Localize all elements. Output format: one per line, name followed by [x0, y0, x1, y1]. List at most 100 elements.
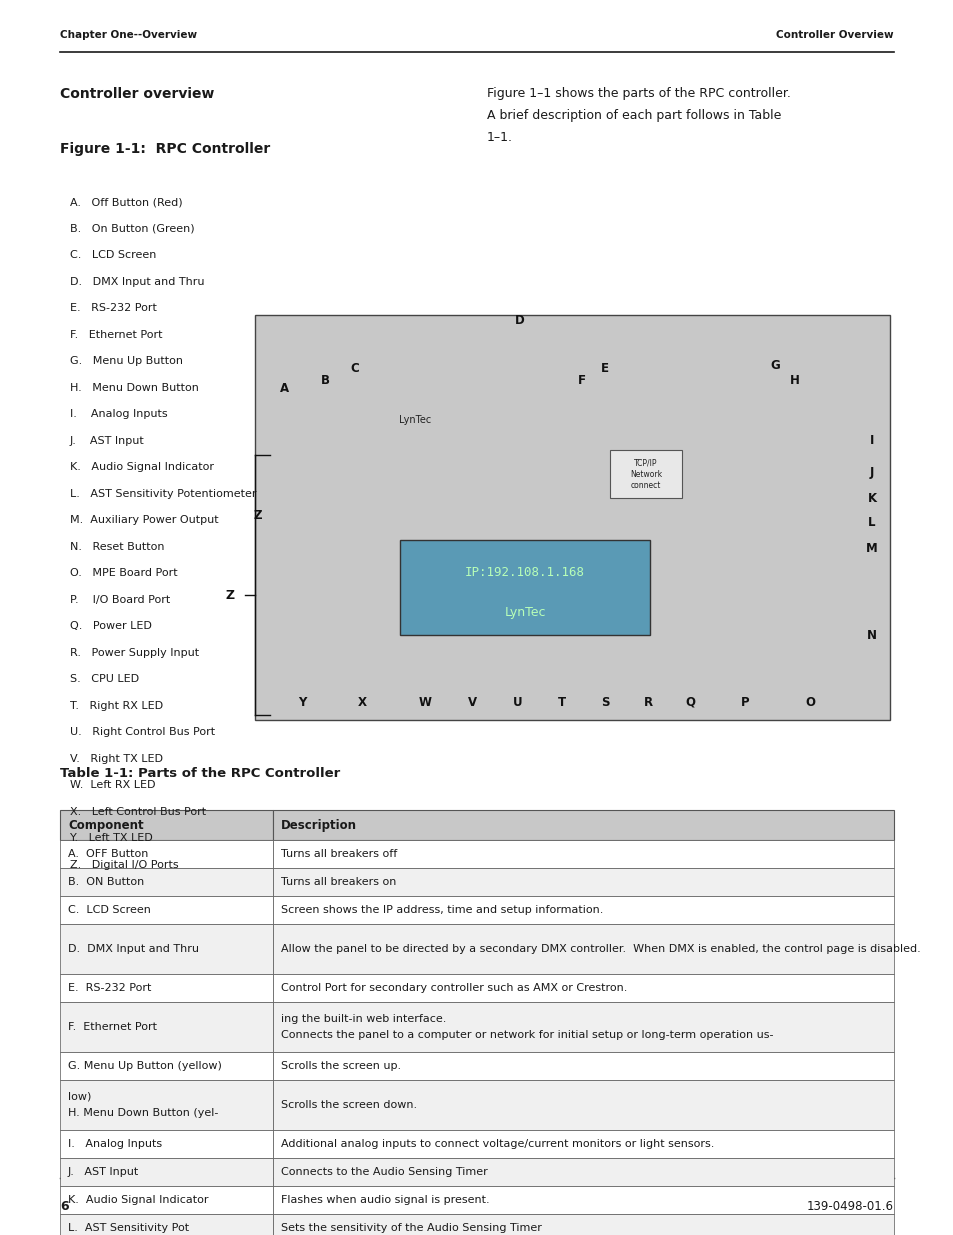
Bar — [273, 1186, 893, 1214]
Text: TCP/IP
Network
connect: TCP/IP Network connect — [629, 458, 661, 489]
Bar — [273, 1079, 893, 1130]
Bar — [60, 1158, 273, 1186]
Text: Sets the sensitivity of the Audio Sensing Timer: Sets the sensitivity of the Audio Sensin… — [280, 1223, 541, 1233]
Text: M.  Auxiliary Power Output: M. Auxiliary Power Output — [70, 515, 218, 525]
Text: W: W — [418, 695, 431, 709]
Text: Z: Z — [225, 589, 234, 601]
Bar — [60, 1052, 273, 1079]
Text: I.   Analog Inputs: I. Analog Inputs — [68, 1139, 162, 1149]
Bar — [60, 1186, 273, 1214]
Bar — [273, 840, 893, 868]
Text: 6: 6 — [60, 1200, 69, 1213]
Bar — [273, 1214, 893, 1235]
Bar — [60, 1002, 273, 1052]
Text: I.    Analog Inputs: I. Analog Inputs — [70, 409, 168, 419]
Text: V.   Right TX LED: V. Right TX LED — [70, 753, 163, 763]
Text: Scrolls the screen down.: Scrolls the screen down. — [280, 1100, 416, 1110]
Text: J.   AST Input: J. AST Input — [68, 1167, 139, 1177]
Text: Figure 1–1 shows the parts of the RPC controller.: Figure 1–1 shows the parts of the RPC co… — [486, 86, 790, 100]
Text: Controller Overview: Controller Overview — [776, 30, 893, 40]
Text: F.  Ethernet Port: F. Ethernet Port — [68, 1023, 157, 1032]
Text: T: T — [558, 695, 565, 709]
Bar — [60, 1130, 273, 1158]
Bar — [609, 450, 681, 498]
Text: Figure 1-1:  RPC Controller: Figure 1-1: RPC Controller — [60, 142, 270, 156]
Text: D.  DMX Input and Thru: D. DMX Input and Thru — [68, 944, 199, 953]
Bar — [273, 1052, 893, 1079]
Text: X.   Left Control Bus Port: X. Left Control Bus Port — [70, 806, 206, 816]
Text: D: D — [515, 314, 524, 326]
Text: Y.   Left TX LED: Y. Left TX LED — [70, 832, 152, 844]
Text: F: F — [578, 373, 585, 387]
Text: E.   RS-232 Port: E. RS-232 Port — [70, 303, 156, 312]
Bar — [273, 1002, 893, 1052]
Text: Screen shows the IP address, time and setup information.: Screen shows the IP address, time and se… — [280, 905, 602, 915]
Text: Z: Z — [253, 509, 262, 521]
Bar — [273, 974, 893, 1002]
Text: B.   On Button (Green): B. On Button (Green) — [70, 224, 194, 233]
Text: Additional analog inputs to connect voltage/current monitors or light sensors.: Additional analog inputs to connect volt… — [280, 1139, 713, 1149]
Text: G. Menu Up Button (yellow): G. Menu Up Button (yellow) — [68, 1061, 222, 1071]
Text: X: X — [357, 695, 366, 709]
Text: Connects the panel to a computer or network for initial setup or long-term opera: Connects the panel to a computer or netw… — [280, 1030, 772, 1040]
Text: G: G — [769, 358, 779, 372]
Bar — [254, 315, 889, 720]
Text: J.    AST Input: J. AST Input — [70, 436, 145, 446]
Text: R: R — [642, 695, 652, 709]
Text: B.  ON Button: B. ON Button — [68, 877, 144, 887]
Text: Turns all breakers off: Turns all breakers off — [280, 848, 396, 860]
Text: A.  OFF Button: A. OFF Button — [68, 848, 149, 860]
Text: V: V — [467, 695, 476, 709]
Text: P.    I/O Board Port: P. I/O Board Port — [70, 594, 170, 604]
Text: low): low) — [68, 1092, 91, 1102]
Text: R.   Power Supply Input: R. Power Supply Input — [70, 647, 199, 657]
Text: L.   AST Sensitivity Potentiometer: L. AST Sensitivity Potentiometer — [70, 489, 256, 499]
Text: C: C — [351, 362, 359, 374]
Text: J: J — [869, 466, 873, 478]
Text: D.   DMX Input and Thru: D. DMX Input and Thru — [70, 277, 204, 287]
Bar — [399, 540, 649, 635]
Text: H. Menu Down Button (yel-: H. Menu Down Button (yel- — [68, 1108, 218, 1118]
Text: LynTec: LynTec — [398, 415, 431, 425]
Bar — [60, 974, 273, 1002]
Bar — [273, 868, 893, 897]
Text: Connects to the Audio Sensing Timer: Connects to the Audio Sensing Timer — [280, 1167, 487, 1177]
Bar — [60, 897, 273, 924]
Text: S.   CPU LED: S. CPU LED — [70, 674, 139, 684]
Text: Table 1-1: Parts of the RPC Controller: Table 1-1: Parts of the RPC Controller — [60, 767, 340, 781]
Text: Flashes when audio signal is present.: Flashes when audio signal is present. — [280, 1195, 489, 1205]
Bar — [273, 924, 893, 974]
Text: Chapter One--Overview: Chapter One--Overview — [60, 30, 197, 40]
Text: Q: Q — [684, 695, 695, 709]
Text: A brief description of each part follows in Table: A brief description of each part follows… — [486, 109, 781, 122]
Text: K.  Audio Signal Indicator: K. Audio Signal Indicator — [68, 1195, 209, 1205]
Text: K: K — [866, 492, 876, 505]
Text: Q.   Power LED: Q. Power LED — [70, 621, 152, 631]
Bar — [60, 924, 273, 974]
Text: LynTec: LynTec — [504, 605, 545, 619]
Text: U: U — [513, 695, 522, 709]
Bar — [273, 1130, 893, 1158]
Text: C.  LCD Screen: C. LCD Screen — [68, 905, 151, 915]
Text: Controller overview: Controller overview — [60, 86, 214, 101]
Text: ing the built-in web interface.: ing the built-in web interface. — [280, 1014, 446, 1024]
Text: Z.   Digital I/O Ports: Z. Digital I/O Ports — [70, 860, 178, 869]
Text: E.  RS-232 Port: E. RS-232 Port — [68, 983, 152, 993]
Text: W.  Left RX LED: W. Left RX LED — [70, 781, 155, 790]
Text: U.   Right Control Bus Port: U. Right Control Bus Port — [70, 727, 214, 737]
Text: Y: Y — [297, 695, 306, 709]
Text: O: O — [804, 695, 814, 709]
Text: L.  AST Sensitivity Pot: L. AST Sensitivity Pot — [68, 1223, 189, 1233]
Text: Turns all breakers on: Turns all breakers on — [280, 877, 395, 887]
Text: K.   Audio Signal Indicator: K. Audio Signal Indicator — [70, 462, 213, 472]
Text: IP:192.108.1.168: IP:192.108.1.168 — [464, 566, 584, 578]
Text: N: N — [866, 629, 876, 641]
Text: H: H — [789, 373, 800, 387]
Text: 1–1.: 1–1. — [486, 131, 513, 144]
Text: M: M — [865, 541, 877, 555]
Bar — [60, 1214, 273, 1235]
Bar — [60, 1079, 273, 1130]
Text: C.   LCD Screen: C. LCD Screen — [70, 249, 156, 261]
Text: A.   Off Button (Red): A. Off Button (Red) — [70, 198, 182, 207]
Text: G.   Menu Up Button: G. Menu Up Button — [70, 356, 183, 366]
